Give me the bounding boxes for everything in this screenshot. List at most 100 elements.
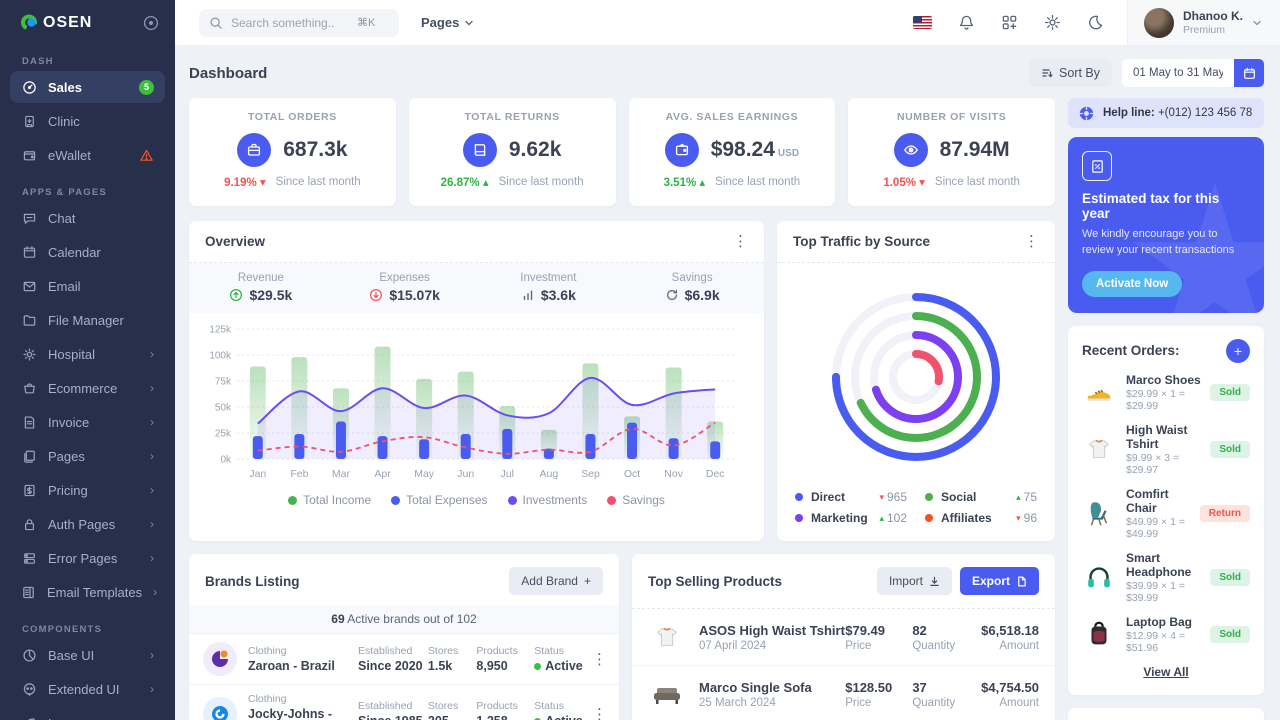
sidebar-item-base-ui[interactable]: Base UI › bbox=[10, 639, 165, 671]
sidebar-item-auth-pages[interactable]: Auth Pages › bbox=[10, 508, 165, 540]
order-info: Smart Headphone $39.99 × 1 = $39.99 bbox=[1126, 551, 1210, 604]
sidebar-item-pages[interactable]: Pages › bbox=[10, 440, 165, 472]
search-box[interactable]: ⌘K bbox=[199, 8, 399, 37]
sidebar-item-sales[interactable]: Sales 5 bbox=[10, 71, 165, 103]
date-range-input[interactable] bbox=[1122, 59, 1234, 87]
overview-summary-savings: Savings $6.9k bbox=[620, 272, 764, 303]
user-chevron-icon bbox=[1253, 20, 1261, 25]
sidebar-item-label: Hospital bbox=[48, 346, 95, 362]
sidebar-item-calendar[interactable]: Calendar bbox=[10, 236, 165, 268]
legend-investments: Investments bbox=[507, 493, 587, 507]
row-menu-icon[interactable]: ⋮ bbox=[592, 650, 607, 668]
sort-by-button[interactable]: Sort By bbox=[1029, 59, 1112, 87]
sidebar-section-label: APPS & PAGES bbox=[22, 187, 107, 198]
brand-col-status: Status Active bbox=[534, 645, 592, 673]
legend-label: Total Income bbox=[303, 493, 372, 507]
export-button[interactable]: Export bbox=[959, 567, 1039, 595]
svg-text:May: May bbox=[414, 468, 435, 480]
calendar-icon bbox=[1243, 67, 1255, 79]
cell-label: Amount bbox=[999, 639, 1039, 652]
sidebar-item-label: Icons bbox=[48, 716, 139, 720]
legend-number: 965 bbox=[886, 490, 907, 504]
sidebar-item-label: Clinic bbox=[48, 113, 80, 129]
sidebar-item-chat[interactable]: Chat bbox=[10, 202, 165, 234]
overview-card: Overview ⋮ Revenue $29.5k Expenses $15.07k I… bbox=[189, 221, 764, 541]
row-menu-icon[interactable]: ⋮ bbox=[592, 705, 607, 720]
up-arrow-icon: ▴ bbox=[1016, 491, 1021, 502]
summary-label: Savings bbox=[671, 272, 713, 284]
sidebar-item-clinic[interactable]: Clinic bbox=[10, 105, 165, 137]
sidebar-item-file-manager[interactable]: File Manager bbox=[10, 304, 165, 336]
stat-note: Since last month bbox=[715, 176, 801, 188]
brand-col-name: Clothing Jocky-Johns - USA bbox=[248, 693, 358, 720]
overview-title: Overview bbox=[205, 234, 266, 249]
cell-label: Price bbox=[845, 639, 872, 652]
pages-menu[interactable]: Pages bbox=[421, 15, 474, 30]
svg-text:Jul: Jul bbox=[501, 468, 514, 480]
brand-logo-icon bbox=[203, 697, 237, 720]
order-item-marco-shoes: Marco Shoes $29.99 × 1 = $29.99 Sold bbox=[1082, 373, 1250, 412]
calendar-button[interactable] bbox=[1234, 59, 1264, 87]
column-value: 1.5k bbox=[427, 659, 453, 673]
sidebar-item-ewallet[interactable]: eWallet bbox=[10, 139, 165, 171]
traffic-legend-direct: Direct ▾ 965 bbox=[795, 490, 907, 504]
sidebar-item-email[interactable]: Email bbox=[10, 270, 165, 302]
folder-icon bbox=[21, 313, 37, 328]
column-label: Status bbox=[534, 645, 564, 657]
legend-dot bbox=[507, 495, 517, 505]
sidebar-item-invoice[interactable]: Invoice › bbox=[10, 406, 165, 438]
sidebar-item-icons[interactable]: Icons › bbox=[10, 707, 165, 720]
sidebar-item-extended-ui[interactable]: Extended UI › bbox=[10, 673, 165, 705]
cell-label: 07 April 2024 bbox=[699, 639, 767, 652]
notifications-bell-icon[interactable] bbox=[958, 14, 975, 31]
pages-menu-label: Pages bbox=[421, 15, 460, 30]
email-icon bbox=[21, 279, 37, 294]
column-label: Established bbox=[358, 645, 413, 657]
language-flag-icon[interactable] bbox=[913, 16, 932, 29]
sidebar-item-pricing[interactable]: Pricing › bbox=[10, 474, 165, 506]
user-menu[interactable]: Dhanoo K. Premium bbox=[1127, 0, 1280, 45]
cell-value: $4,754.50 bbox=[981, 679, 1039, 695]
sofa-image bbox=[648, 675, 686, 713]
add-order-button[interactable]: + bbox=[1226, 338, 1250, 363]
stat-card-suffix: USD bbox=[777, 148, 800, 159]
overview-menu-icon[interactable]: ⋮ bbox=[733, 233, 748, 250]
stat-delta: 1.05% ▾ bbox=[883, 177, 925, 189]
order-detail: $29.99 × 1 = $29.99 bbox=[1126, 387, 1185, 412]
overview-summary-revenue: Revenue $29.5k bbox=[189, 272, 333, 303]
sidebar-nav: DASH Sales 5 Clinic eWallet APPS & PAGES Chat C… bbox=[0, 56, 175, 720]
active-status-dot bbox=[534, 718, 542, 720]
traffic-menu-icon[interactable]: ⋮ bbox=[1024, 233, 1039, 250]
help-line-chip[interactable]: Help line: +(012) 123 456 78 bbox=[1068, 98, 1264, 128]
invoice-icon bbox=[21, 415, 37, 430]
apps-grid-icon[interactable] bbox=[1001, 14, 1018, 31]
circle-down-icon bbox=[369, 288, 383, 302]
sidebar-item-label: Sales bbox=[48, 79, 82, 95]
svg-text:Apr: Apr bbox=[374, 468, 391, 480]
summary-label: Expenses bbox=[379, 272, 430, 284]
import-button[interactable]: Import bbox=[876, 567, 952, 595]
traffic-legend-social: Social ▴ 75 bbox=[925, 490, 1037, 504]
sidebar-item-ecommerce[interactable]: Ecommerce › bbox=[10, 372, 165, 404]
stat-card-footer: 1.05% ▾ Since last month bbox=[883, 175, 1020, 189]
sidebar-collapse-icon[interactable] bbox=[143, 15, 159, 31]
order-status-badge: Return bbox=[1199, 504, 1250, 522]
sidebar: OSEN DASH Sales 5 Clinic eWallet APPS & PAGES… bbox=[0, 0, 175, 720]
activate-now-button[interactable]: Activate Now bbox=[1082, 270, 1183, 297]
svg-text:125k: 125k bbox=[209, 325, 232, 336]
column-value: 205 bbox=[428, 714, 476, 720]
settings-gear-icon[interactable] bbox=[1044, 14, 1061, 31]
template-icon bbox=[21, 585, 36, 600]
column-label: Products bbox=[476, 645, 518, 657]
search-input[interactable] bbox=[231, 15, 349, 30]
sidebar-item-email-templates[interactable]: Email Templates › bbox=[10, 576, 165, 608]
stat-note: Since last month bbox=[934, 176, 1020, 188]
view-all-link[interactable]: View All bbox=[1143, 664, 1189, 679]
sidebar-item-label: Chat bbox=[48, 210, 76, 226]
app-logo[interactable]: OSEN bbox=[20, 13, 92, 32]
sidebar-item-hospital[interactable]: Hospital › bbox=[10, 338, 165, 370]
add-brand-button[interactable]: Add Brand + bbox=[509, 567, 603, 595]
svg-text:Jun: Jun bbox=[457, 468, 474, 480]
sidebar-item-error-pages[interactable]: Error Pages › bbox=[10, 542, 165, 574]
dark-mode-moon-icon[interactable] bbox=[1087, 14, 1104, 31]
